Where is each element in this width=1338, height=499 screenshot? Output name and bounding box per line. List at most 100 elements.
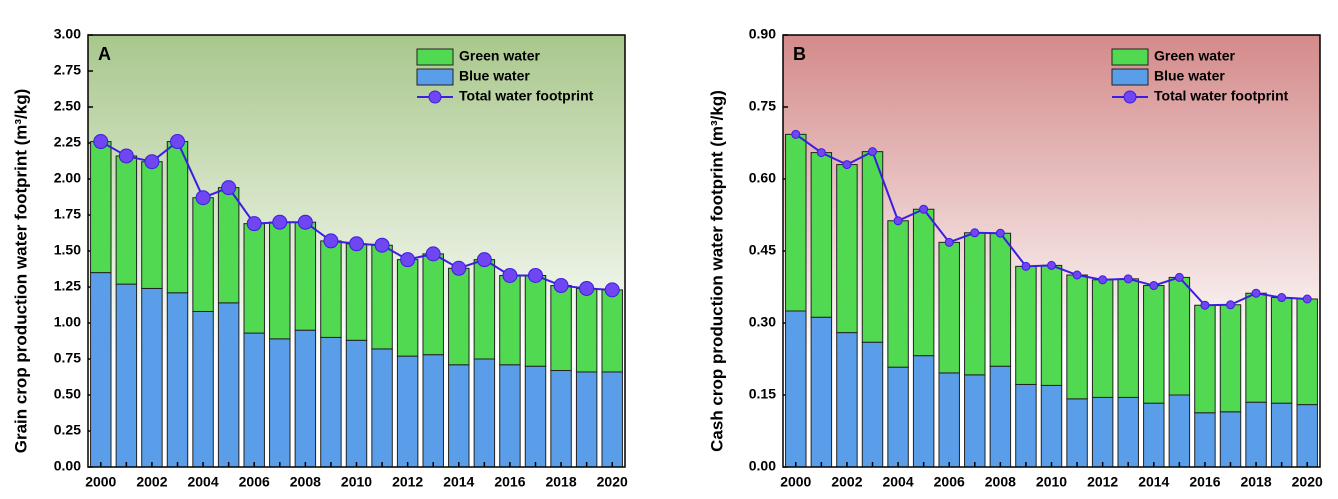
bar: [1245, 401, 1267, 468]
x-tick-label: 2020: [1292, 474, 1323, 490]
bar: [810, 152, 833, 318]
bar: [192, 197, 214, 312]
bar: [964, 232, 986, 376]
x-tick-label: 2006: [934, 474, 965, 490]
y-tick-label: 2.50: [54, 98, 81, 114]
bar: [90, 141, 112, 274]
bar: [269, 338, 291, 468]
bar: [1168, 276, 1191, 396]
bar: [601, 289, 623, 373]
bar: [345, 339, 368, 468]
y-tick-label: 0.45: [749, 242, 776, 258]
y-tick-label: 1.75: [54, 206, 81, 222]
y-tick-label: 0.75: [749, 98, 776, 114]
x-tick-label: 2000: [85, 474, 116, 490]
panel-label: B: [793, 44, 806, 64]
bar: [243, 332, 265, 468]
marker: [1072, 270, 1082, 280]
bar: [141, 287, 163, 468]
legend-swatch: [416, 68, 454, 86]
bar: [115, 283, 138, 468]
marker: [553, 278, 569, 294]
bar: [1040, 264, 1063, 386]
y-tick-label: 0.50: [54, 386, 81, 402]
y-tick-label: 1.50: [54, 242, 81, 258]
marker: [944, 237, 954, 247]
plot-frame: [87, 34, 626, 468]
bar: [1117, 396, 1139, 468]
marker: [451, 260, 467, 276]
panel-label: A: [98, 44, 111, 64]
bar: [192, 310, 214, 468]
y-tick-label: 0.00: [54, 458, 81, 474]
y-tick-label: 0.75: [54, 350, 81, 366]
marker: [93, 134, 109, 150]
marker: [195, 190, 211, 206]
marker: [297, 214, 313, 230]
bar: [1015, 265, 1037, 385]
legend-label: Blue water: [459, 68, 530, 84]
x-tick-label: 2014: [443, 474, 474, 490]
bar: [836, 164, 858, 334]
marker: [1302, 294, 1312, 304]
bar: [1040, 384, 1063, 468]
y-tick-label: 0.60: [749, 170, 776, 186]
bar: [938, 372, 960, 468]
marker: [118, 148, 134, 164]
marker: [1277, 293, 1287, 303]
y-tick-label: 0.30: [749, 314, 776, 330]
bar: [601, 371, 623, 468]
bar: [989, 232, 1012, 367]
bar: [294, 221, 317, 331]
y-tick-label: 1.00: [54, 314, 81, 330]
bar: [1194, 412, 1216, 468]
marker: [1098, 275, 1108, 285]
bar: [371, 244, 393, 350]
marker: [502, 267, 518, 283]
bar: [1091, 279, 1114, 398]
bar: [1219, 411, 1242, 468]
bar: [575, 371, 598, 468]
marker: [995, 228, 1005, 238]
y-tick-label: 0.90: [749, 26, 776, 42]
marker: [476, 252, 492, 268]
legend-swatch: [416, 48, 454, 66]
bar: [1270, 402, 1293, 468]
marker: [272, 214, 288, 230]
bar: [575, 287, 598, 373]
bar: [269, 221, 291, 340]
x-tick-label: 2010: [1036, 474, 1067, 490]
bar: [912, 355, 935, 468]
bar: [861, 341, 884, 468]
bar: [1296, 404, 1318, 468]
y-tick-label: 0.00: [749, 458, 776, 474]
bar: [1219, 304, 1242, 413]
y-tick-label: 2.25: [54, 134, 81, 150]
bar: [217, 187, 240, 304]
marker: [604, 282, 620, 298]
bar: [1245, 292, 1267, 403]
bar: [836, 332, 858, 468]
x-tick-label: 2010: [341, 474, 372, 490]
marker: [1174, 272, 1184, 282]
x-tick-label: 2016: [494, 474, 525, 490]
x-tick-label: 2002: [831, 474, 862, 490]
marker: [323, 233, 339, 249]
bar: [422, 354, 444, 468]
y-axis-title: Grain crop production water footprint (m…: [11, 89, 30, 454]
marker: [425, 246, 441, 262]
legend-marker: [428, 90, 442, 104]
marker: [816, 148, 826, 158]
bar: [90, 272, 112, 468]
marker: [1047, 260, 1056, 270]
bar: [320, 336, 342, 468]
bar: [294, 329, 317, 468]
bar: [473, 358, 496, 468]
marker: [1200, 300, 1210, 310]
y-axis-title: Cash crop production water footprint (m³…: [707, 90, 726, 452]
y-tick-label: 1.25: [54, 278, 81, 294]
bar: [1066, 398, 1088, 468]
x-tick-label: 2016: [1189, 474, 1220, 490]
bar: [166, 292, 189, 468]
